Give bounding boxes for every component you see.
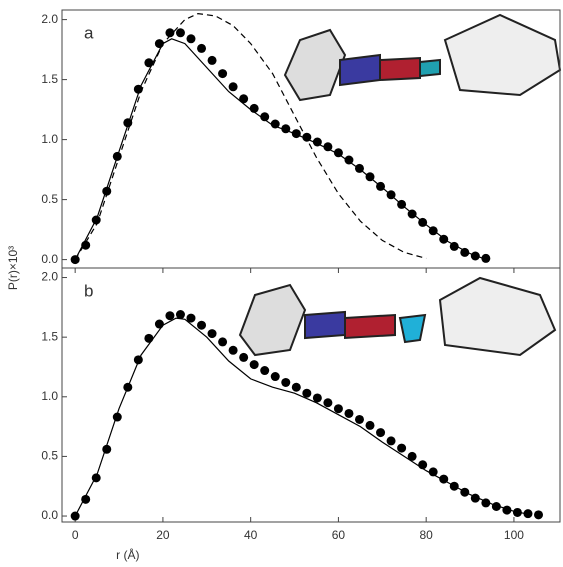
data-point: [207, 55, 217, 65]
data-point: [239, 352, 249, 362]
data-point: [270, 372, 280, 382]
data-point: [323, 398, 333, 408]
data-point: [165, 28, 175, 38]
data-point: [186, 313, 196, 323]
y-axis-label: P(r)×10³: [6, 246, 20, 290]
protein-structure: [238, 13, 562, 357]
x-tick-label: 100: [504, 528, 524, 542]
data-point: [144, 333, 154, 343]
data-point: [281, 377, 291, 387]
data-point: [481, 253, 491, 263]
y-tick-label: 2.0: [41, 270, 58, 284]
data-point: [249, 360, 259, 370]
data-point: [323, 142, 333, 152]
data-point: [165, 311, 175, 321]
data-point: [239, 94, 249, 104]
y-tick-label: 1.5: [41, 72, 58, 86]
data-point: [218, 69, 228, 79]
data-point: [228, 345, 238, 355]
data-point: [260, 112, 270, 122]
data-point: [407, 451, 417, 461]
y-tick-label: 0.0: [41, 508, 58, 522]
dashed-curve: [74, 12, 427, 260]
y-tick-label: 0.5: [41, 192, 58, 206]
data-point: [270, 119, 280, 129]
data-point: [197, 43, 207, 53]
data-point: [428, 467, 438, 477]
x-tick-label: 40: [244, 528, 258, 542]
data-point: [186, 34, 196, 44]
y-tick-label: 0.5: [41, 449, 58, 463]
data-point: [397, 443, 407, 453]
x-tick-label: 60: [332, 528, 346, 542]
data-point: [302, 388, 312, 398]
x-tick-label: 0: [72, 528, 79, 542]
data-point: [197, 320, 207, 330]
plot-frame: [61, 267, 561, 523]
data-point: [386, 436, 396, 446]
data-point: [218, 337, 228, 347]
data-point: [534, 510, 544, 520]
fit-curve: [74, 317, 532, 517]
y-tick-label: 2.0: [41, 12, 58, 26]
data-point: [354, 414, 364, 424]
data-point: [333, 404, 343, 414]
data-point: [312, 393, 322, 403]
data-point: [365, 420, 375, 430]
data-point: [144, 58, 154, 68]
y-tick-label: 1.5: [41, 329, 58, 343]
data-point: [175, 310, 185, 320]
x-axis-label: r (Å): [116, 547, 139, 562]
data-point: [70, 255, 80, 265]
data-point: [228, 82, 238, 92]
data-point: [376, 428, 386, 438]
data-point: [70, 511, 80, 521]
x-tick-label: 20: [156, 528, 170, 542]
panel-letter: a: [84, 23, 94, 42]
fit-curve: [74, 38, 484, 260]
y-tick-label: 1.0: [41, 132, 58, 146]
x-tick-label: 80: [419, 528, 433, 542]
data-point: [260, 366, 270, 376]
data-point: [291, 382, 301, 392]
data-point: [175, 28, 185, 38]
panel-letter: b: [84, 281, 93, 300]
data-point: [207, 329, 217, 339]
data-point: [123, 118, 133, 128]
y-tick-label: 0.0: [41, 252, 58, 266]
data-point: [344, 408, 354, 418]
data-point: [344, 155, 354, 165]
data-point: [154, 319, 164, 329]
y-tick-label: 1.0: [41, 389, 58, 403]
